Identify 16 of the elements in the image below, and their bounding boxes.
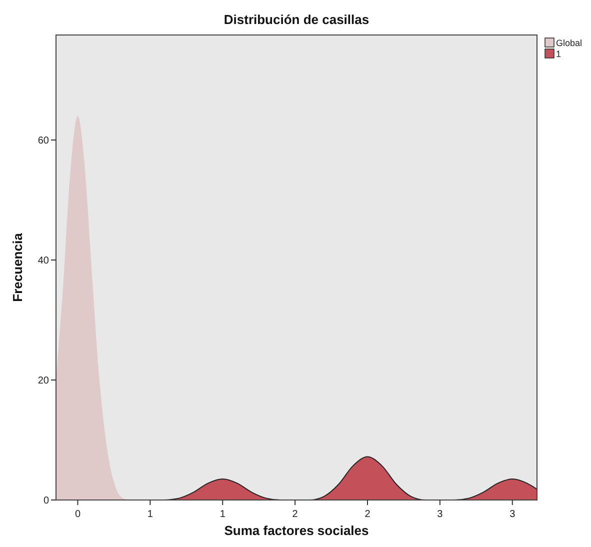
y-tick-label: 20 (38, 376, 50, 386)
x-tick-label: 3 (437, 509, 444, 520)
y-tick-label: 40 (38, 256, 50, 266)
y-tick-label: 0 (43, 496, 50, 506)
x-tick-label: 1 (220, 509, 226, 520)
x-tick-label: 3 (510, 509, 516, 520)
x-tick-label: 2 (292, 509, 298, 520)
y-tick-label: 60 (38, 136, 50, 146)
x-tick-label: 2 (364, 509, 371, 520)
x-axis-title: Suma factores sociales (224, 523, 369, 538)
x-tick-label: 0 (74, 509, 81, 520)
chart-title: Distribución de casillas (224, 12, 370, 27)
legend-label: Global (556, 38, 582, 48)
y-axis-title: Frecuencia (10, 232, 25, 302)
x-tick-label: 1 (147, 509, 154, 520)
legend-label: 1 (556, 49, 562, 59)
